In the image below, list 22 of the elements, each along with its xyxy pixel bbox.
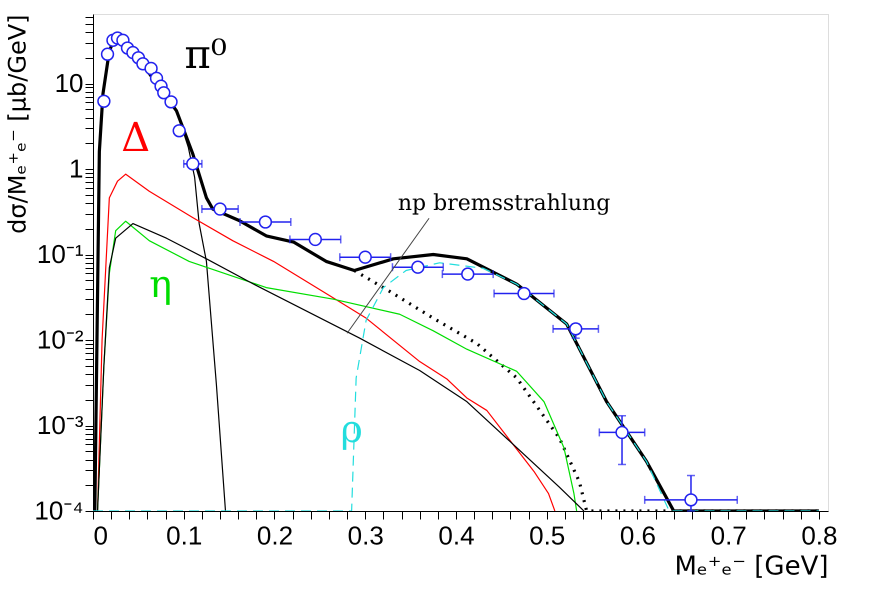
x-tick-label: 0.3 — [348, 520, 384, 550]
y-tick-label: 10⁻⁴ — [34, 496, 84, 526]
y-tick-label: 10 — [54, 68, 84, 98]
series-label: Δ — [121, 115, 150, 162]
y-tick-label: 10⁻³ — [36, 410, 84, 440]
x-tick-label: 0.5 — [529, 520, 566, 550]
x-tick-label: 0.4 — [438, 520, 475, 550]
y-tick-label: 10⁻¹ — [36, 239, 84, 269]
y-tick-label: 10⁻² — [36, 324, 84, 354]
annotation: np bremsstrahlung — [398, 191, 610, 216]
series-label: π⁰ — [184, 32, 227, 78]
y-tick-label: 1 — [69, 154, 84, 184]
y-axis-title: dσ/Mₑ⁺ₑ⁻ [μb/GeV] — [3, 14, 32, 234]
x-tick-label: 0.2 — [256, 520, 294, 550]
x-axis-title: Mₑ⁺ₑ⁻ [GeV] — [674, 552, 828, 582]
series-label: η — [149, 262, 172, 306]
series-label: ρ — [340, 406, 363, 451]
x-tick-label: 0.8 — [801, 520, 838, 550]
x-tick-label: 0.6 — [620, 520, 656, 550]
x-tick-label: 0 — [94, 520, 108, 550]
x-tick-label: 0.1 — [166, 520, 202, 550]
x-tick-label: 0.7 — [710, 520, 747, 550]
